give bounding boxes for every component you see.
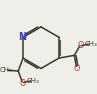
Text: O: O: [73, 64, 79, 73]
Text: CH₃: CH₃: [84, 41, 97, 47]
Text: CH₃: CH₃: [26, 78, 39, 84]
Text: CH₃: CH₃: [0, 67, 13, 73]
Text: N: N: [19, 32, 27, 42]
Text: O: O: [19, 79, 26, 88]
Text: O: O: [78, 41, 84, 50]
